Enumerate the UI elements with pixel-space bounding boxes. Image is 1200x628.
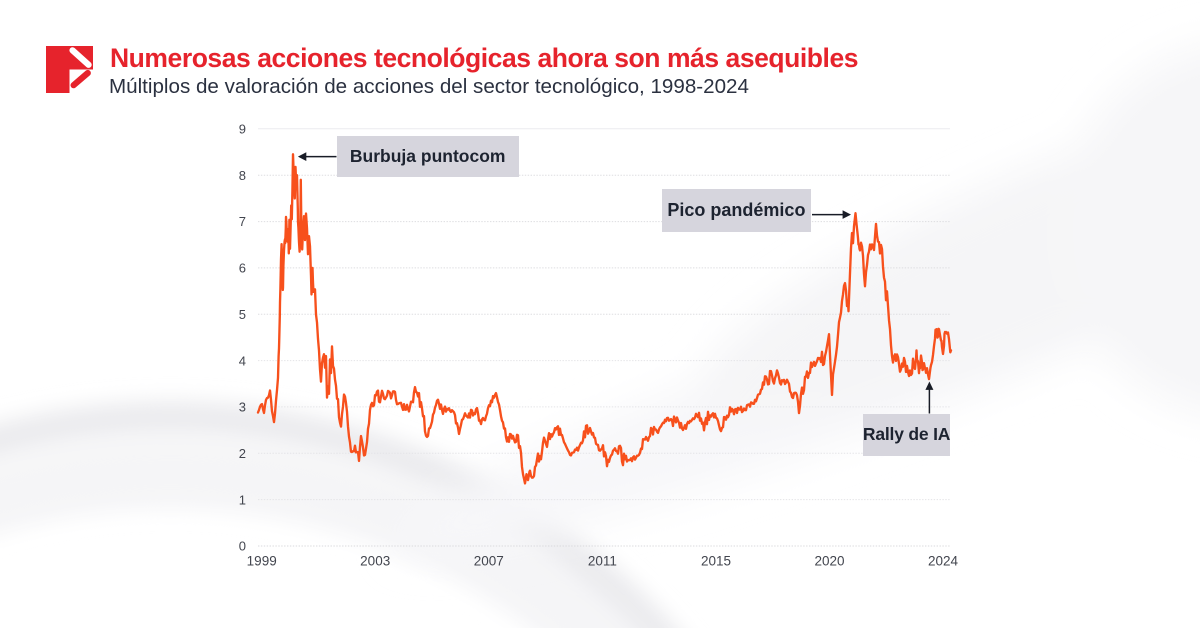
svg-text:4: 4 <box>239 353 246 368</box>
svg-text:1999: 1999 <box>247 554 277 569</box>
svg-text:1: 1 <box>239 492 246 507</box>
svg-text:2020: 2020 <box>814 554 844 569</box>
svg-text:2015: 2015 <box>701 554 731 569</box>
svg-text:5: 5 <box>239 307 246 322</box>
svg-text:2: 2 <box>239 446 246 461</box>
svg-text:7: 7 <box>239 214 246 229</box>
svg-text:8: 8 <box>239 168 246 183</box>
svg-text:9: 9 <box>239 122 246 137</box>
svg-text:2007: 2007 <box>474 554 504 569</box>
svg-text:6: 6 <box>239 261 246 276</box>
svg-text:2003: 2003 <box>360 554 390 569</box>
svg-text:2011: 2011 <box>588 554 617 569</box>
svg-text:3: 3 <box>239 400 246 415</box>
svg-text:2024: 2024 <box>928 554 959 569</box>
svg-text:0: 0 <box>239 539 246 554</box>
